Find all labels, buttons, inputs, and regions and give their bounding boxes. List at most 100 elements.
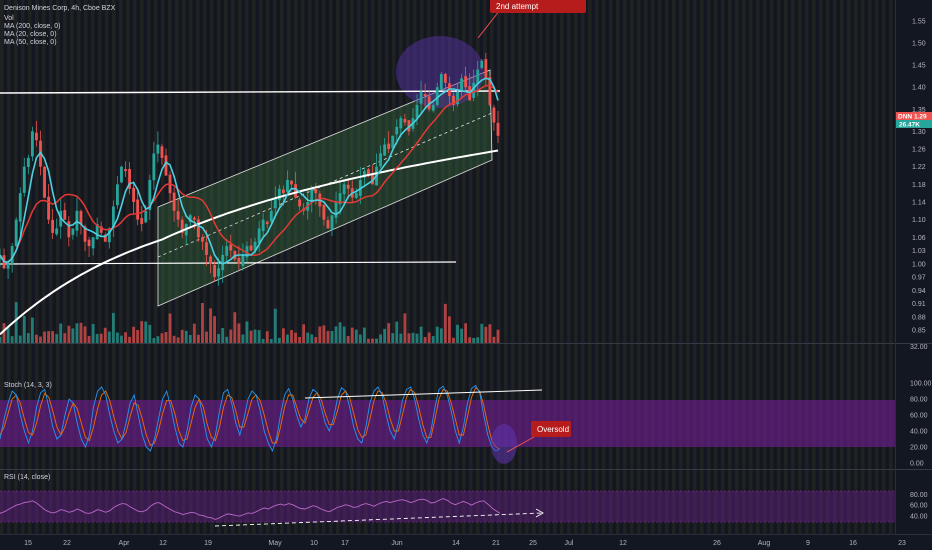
candle-body xyxy=(140,218,144,225)
support-line xyxy=(0,261,457,265)
session-stripe xyxy=(560,0,564,534)
candle-body xyxy=(91,237,95,249)
time-tick-label: 16 xyxy=(849,540,857,547)
session-stripe xyxy=(686,0,690,534)
candle-body xyxy=(362,171,366,178)
session-stripe xyxy=(714,0,718,534)
session-stripe xyxy=(154,0,158,534)
candle-body xyxy=(63,210,67,220)
price-tick-label: 1.40 xyxy=(912,85,926,92)
volume-bar xyxy=(39,336,42,343)
candle-body xyxy=(338,193,342,205)
candle-body xyxy=(273,197,277,209)
candle-body xyxy=(294,184,297,198)
candle-body xyxy=(265,221,269,225)
volume-bar xyxy=(354,329,358,343)
volume-bar xyxy=(18,335,22,343)
volume-bar xyxy=(188,334,192,343)
volume-bar xyxy=(172,335,176,343)
volume-bar xyxy=(59,323,63,343)
candle-body xyxy=(83,226,87,242)
session-stripe xyxy=(882,0,886,534)
session-stripes xyxy=(0,0,893,534)
time-tick-label: Aug xyxy=(758,540,771,547)
rsi-band xyxy=(0,491,895,522)
session-stripe xyxy=(833,0,837,534)
session-stripe xyxy=(266,0,270,534)
session-stripe xyxy=(728,0,732,534)
session-stripe xyxy=(630,0,634,534)
session-stripe xyxy=(196,0,200,534)
volume-bar xyxy=(156,336,160,343)
candle-body xyxy=(136,199,140,220)
candle-body xyxy=(298,199,302,207)
session-stripe xyxy=(343,0,347,534)
session-stripe xyxy=(574,0,578,534)
session-stripe xyxy=(238,0,242,534)
legend-ma50: MA (50, close, 0) xyxy=(4,39,57,46)
session-stripe xyxy=(350,0,354,534)
volume-bar xyxy=(310,334,314,343)
top-callout-text: 2nd attempt xyxy=(496,2,539,11)
session-stripe xyxy=(756,0,760,534)
volume-bar xyxy=(415,333,419,343)
candle-body xyxy=(26,157,30,167)
time-tick-label: 23 xyxy=(898,540,906,547)
volume-bar xyxy=(229,329,233,343)
candle-body xyxy=(55,228,59,235)
session-stripe xyxy=(525,0,529,534)
volume-bar xyxy=(480,323,484,343)
volume-bar xyxy=(83,326,87,343)
session-stripe xyxy=(784,0,788,534)
candle-body xyxy=(144,210,148,223)
volume-bars xyxy=(0,302,500,343)
price-tag-volume: 26.47K xyxy=(899,122,920,129)
volume-bar xyxy=(253,329,257,343)
volume-bar xyxy=(14,302,18,343)
candle-body xyxy=(371,173,374,185)
volume-bar xyxy=(132,326,136,343)
session-stripe xyxy=(588,0,592,534)
session-stripe xyxy=(504,0,508,534)
stoch-tick-label: 32.00 xyxy=(910,344,928,351)
stoch-tick-label: 100.00 xyxy=(910,381,932,388)
session-stripe xyxy=(406,0,410,534)
session-stripe xyxy=(357,0,361,534)
stoch-band xyxy=(0,400,895,447)
volume-bar xyxy=(71,328,75,343)
rsi-line xyxy=(0,498,501,520)
session-stripe xyxy=(161,0,165,534)
candle-body xyxy=(427,96,431,110)
session-stripe xyxy=(553,0,557,534)
price-tag-value: 1.29 xyxy=(914,114,927,121)
time-tick-label: 19 xyxy=(204,540,212,547)
volume-bar xyxy=(111,312,115,343)
volume-bar xyxy=(63,333,67,343)
session-stripe xyxy=(518,0,522,534)
resistance-line xyxy=(0,90,501,94)
volume-bar xyxy=(464,323,468,343)
session-stripe xyxy=(812,0,816,534)
session-stripe xyxy=(861,0,865,534)
price-tag: DNN 1.29 26.47K xyxy=(896,112,932,129)
session-stripe xyxy=(791,0,795,534)
session-stripe xyxy=(77,0,81,534)
legend-rsi: RSI (14, close) xyxy=(4,474,50,481)
volume-bar xyxy=(241,334,245,343)
candle-body xyxy=(245,246,249,258)
volume-bar xyxy=(447,316,451,343)
volume-bar xyxy=(87,335,91,343)
volume-bar xyxy=(22,315,26,343)
candle-body xyxy=(188,215,192,222)
candle-body xyxy=(176,211,180,220)
session-stripe xyxy=(315,0,319,534)
candle-body xyxy=(160,146,164,158)
session-stripe xyxy=(371,0,375,534)
volume-bar xyxy=(391,333,395,343)
volume-bar xyxy=(95,333,99,343)
volume-bar xyxy=(350,327,354,343)
session-stripe xyxy=(511,0,515,534)
candle-body xyxy=(192,217,196,220)
volume-bar xyxy=(51,331,55,343)
